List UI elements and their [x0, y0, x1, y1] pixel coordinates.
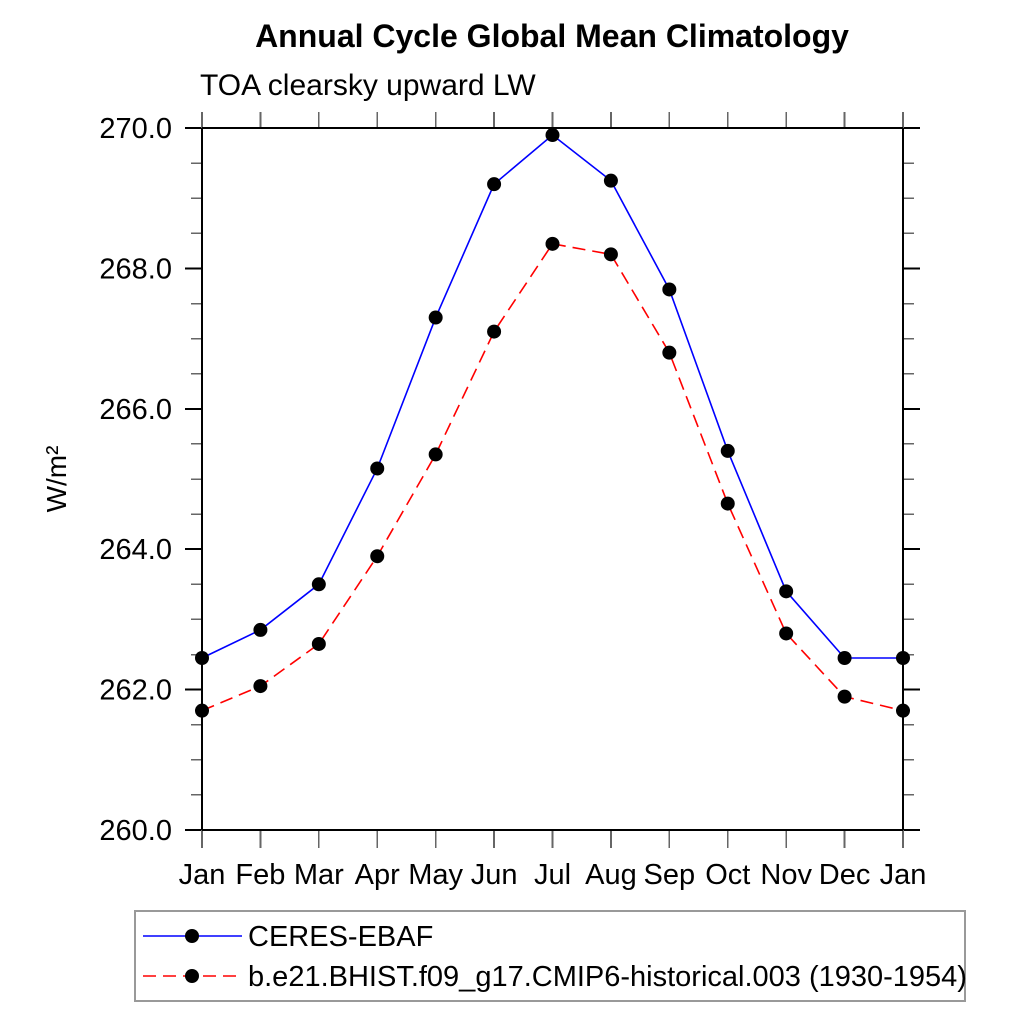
data-point-marker [311, 577, 326, 592]
legend-marker [185, 969, 199, 983]
data-point-marker [195, 651, 209, 666]
legend-entry: b.e21.BHIST.f09_g17.CMIP6-historical.003… [143, 961, 967, 993]
y-tick-labels: 260.0 262.0 264.0 266.0 268.0 270.0 [99, 113, 172, 847]
x-tick-label: Jun [471, 859, 518, 891]
legend: CERES-EBAF b.e21.BHIST.f09_g17.CMIP6-hist… [134, 910, 967, 1002]
data-point-marker [837, 651, 852, 666]
x-tick-label: Jan [880, 859, 927, 891]
x-tick-label: Sep [644, 859, 696, 891]
data-point-marker [487, 324, 502, 339]
data-series [195, 128, 910, 718]
chart-title: Annual Cycle Global Mean Climatology [255, 18, 849, 54]
x-tick-label: Nov [760, 859, 812, 891]
y-tick-label: 266.0 [99, 394, 172, 426]
x-tick-label: Feb [235, 859, 285, 891]
x-tick-label: Jan [179, 859, 226, 891]
data-point-marker [428, 310, 443, 325]
data-point-marker [545, 128, 560, 143]
y-tick-label: 262.0 [99, 675, 172, 707]
data-point-marker [779, 584, 794, 599]
legend-label: CERES-EBAF [248, 921, 433, 953]
data-point-marker [487, 177, 502, 192]
legend-entry: CERES-EBAF [143, 921, 433, 953]
x-tick-label: Jul [534, 859, 571, 891]
data-point-marker [603, 173, 618, 188]
data-point-marker [253, 622, 268, 637]
data-point-marker [195, 703, 209, 718]
chart-subtitle: TOA clearsky upward LW [200, 69, 536, 102]
legend-marker [185, 929, 199, 943]
y-tick-label: 260.0 [99, 815, 172, 847]
minor-ticks [191, 162, 914, 796]
data-point-marker [253, 679, 268, 694]
x-tick-label: Oct [705, 859, 750, 891]
data-point-marker [720, 496, 735, 511]
data-point-marker [837, 689, 852, 704]
data-point-marker [779, 626, 794, 641]
data-point-marker [603, 247, 618, 262]
x-tick-label: May [408, 859, 463, 891]
legend-box [134, 910, 966, 1002]
y-axis-label: W/m² [41, 446, 72, 513]
data-point-marker [720, 443, 735, 458]
y-tick-label: 270.0 [99, 113, 172, 145]
x-tick-label: Apr [355, 859, 400, 891]
legend-label: b.e21.BHIST.f09_g17.CMIP6-historical.003… [248, 961, 967, 993]
data-point-marker [370, 549, 385, 564]
data-point-marker [662, 345, 677, 360]
series-line-b [201, 242, 904, 712]
data-point-marker [545, 236, 560, 251]
major-ticks [185, 112, 920, 848]
axes-frame [201, 127, 904, 831]
data-point-marker [662, 282, 677, 297]
x-tick-label: Mar [294, 859, 344, 891]
series-line-ceres-ebaf [201, 133, 903, 659]
data-point-marker [896, 703, 910, 718]
data-point-marker [896, 651, 910, 666]
y-tick-label: 264.0 [99, 534, 172, 566]
data-point-marker [428, 447, 443, 462]
x-tick-label: Dec [819, 859, 871, 891]
y-tick-label: 268.0 [99, 253, 172, 285]
x-tick-labels: Jan Feb Mar Apr May Jun Jul Aug Sep Oct Nov Dec Jan [179, 859, 927, 891]
x-tick-label: Aug [585, 859, 637, 891]
data-point-marker [370, 461, 385, 476]
data-point-marker [311, 636, 326, 651]
